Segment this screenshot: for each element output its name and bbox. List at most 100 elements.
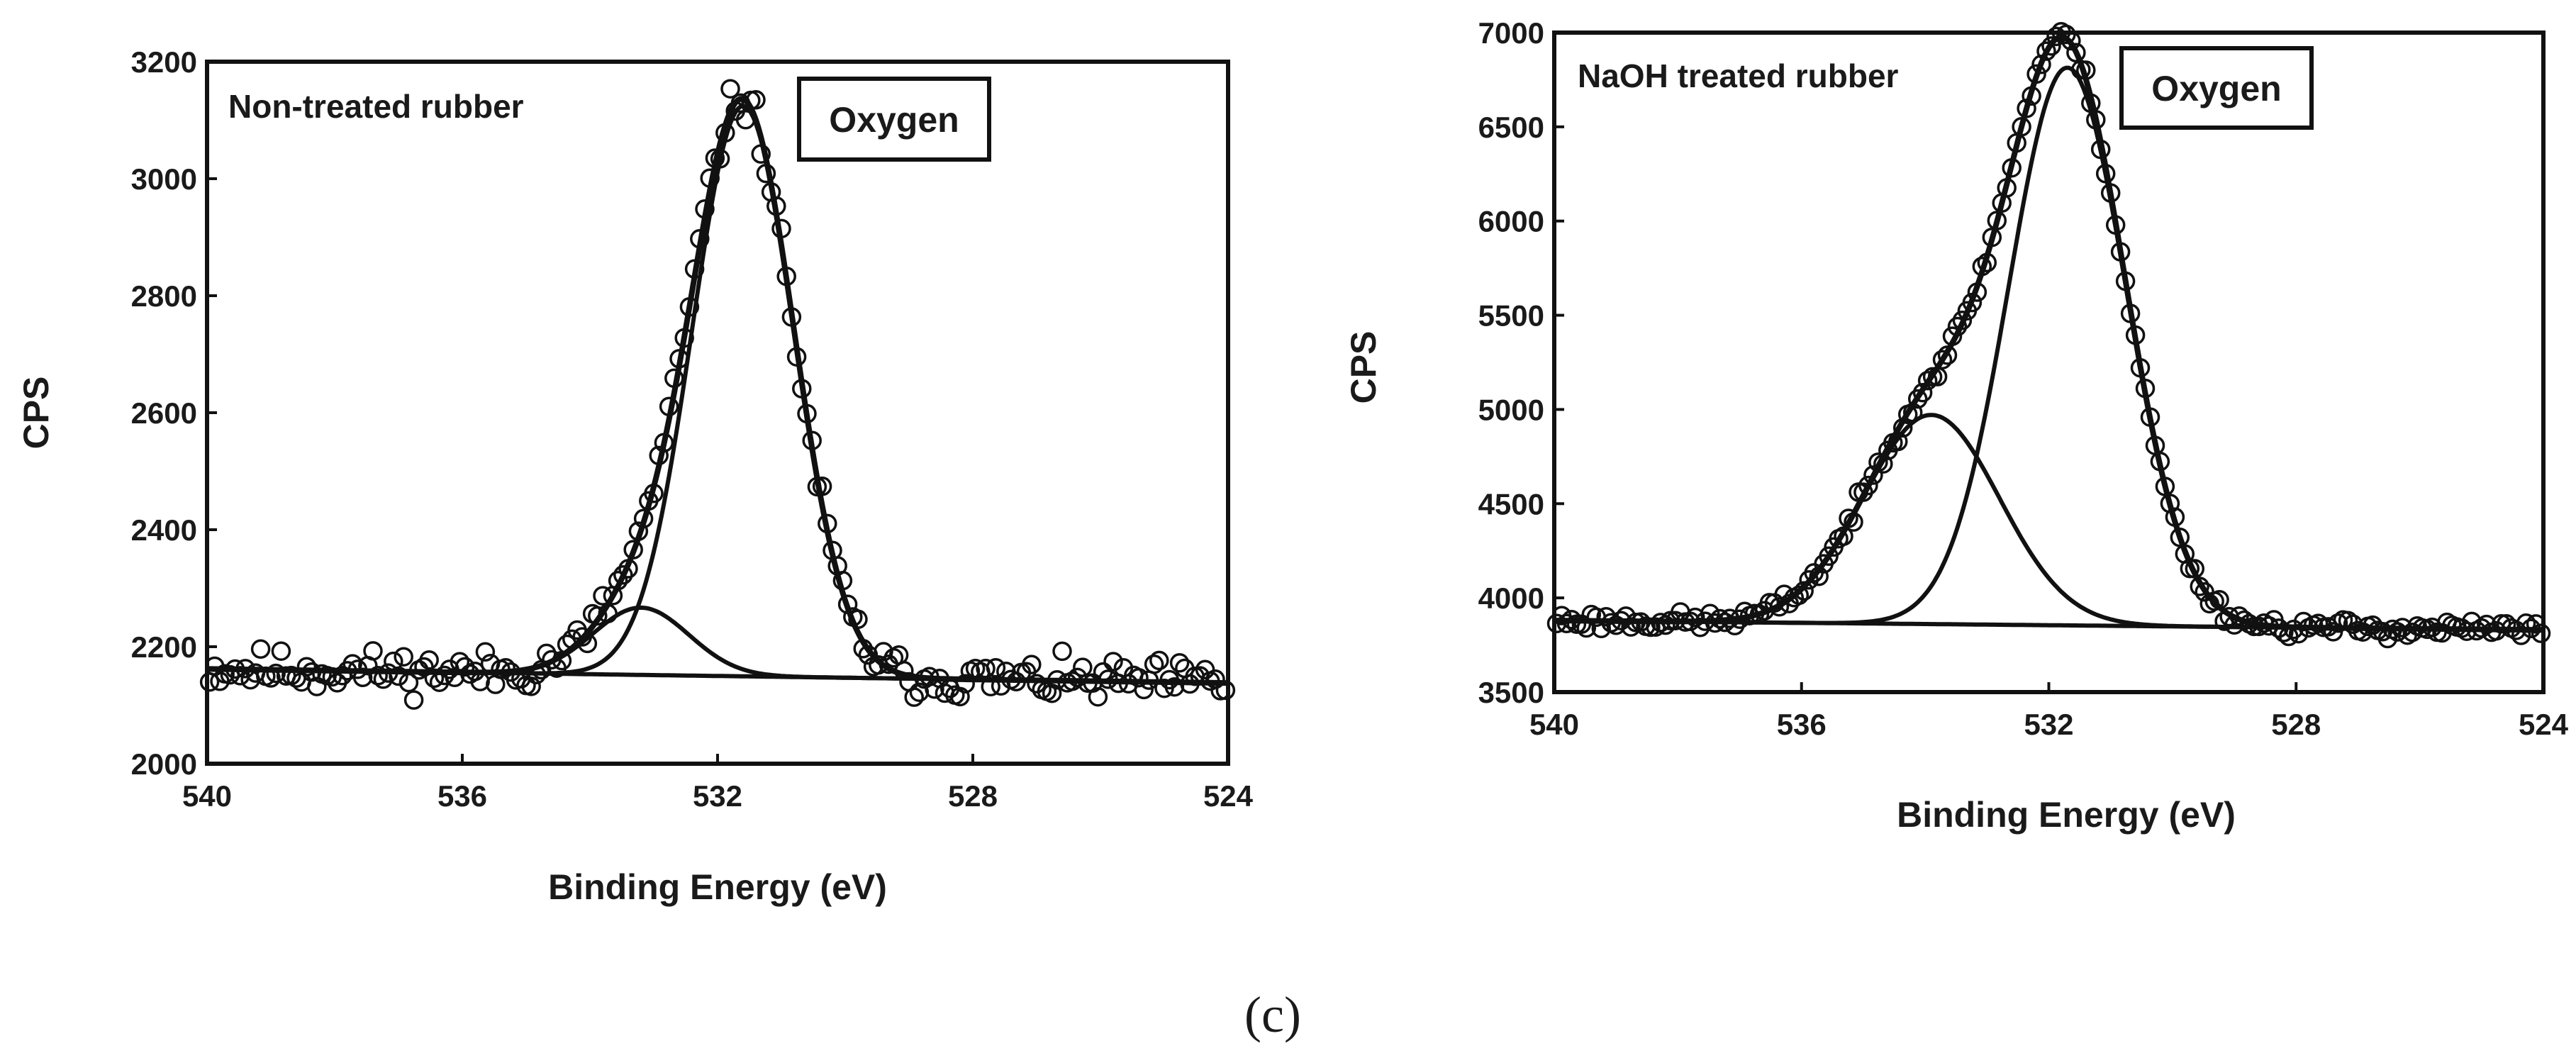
data-point — [521, 676, 541, 696]
data-point — [1149, 650, 1169, 671]
x-tick-label: 532 — [2024, 708, 2073, 741]
data-point — [394, 647, 413, 667]
x-tick-label: 532 — [693, 779, 742, 813]
peak-1-curve — [1554, 65, 2543, 633]
data-point — [1819, 546, 1839, 567]
data-point — [2531, 623, 2551, 643]
data-point — [1917, 370, 1938, 391]
data-point — [1042, 683, 1062, 703]
y-axis: 3500 4000 4500 5000 5500 6000 6500 7000 — [1478, 16, 1564, 709]
data-point — [1566, 614, 1587, 634]
x-tick-label: 540 — [1529, 708, 1579, 741]
peak-1-curve — [207, 104, 1228, 686]
y-tick-label: 3000 — [131, 162, 197, 196]
data-point — [2041, 36, 2061, 56]
x-axis: 540 536 532 528 524 — [182, 754, 1254, 813]
data-point — [1022, 655, 1042, 674]
y-tick-label: 6500 — [1478, 111, 1544, 144]
x-tick-label: 528 — [948, 779, 998, 813]
envelope-curve — [1554, 33, 2543, 633]
y-tick-label: 2600 — [131, 396, 197, 430]
data-point — [1907, 389, 1928, 409]
data-point — [2387, 622, 2407, 642]
data-point — [1205, 669, 1225, 689]
peak-2-curve — [1554, 413, 2543, 633]
x-tick-label: 536 — [437, 779, 487, 813]
envelope-curve — [207, 96, 1228, 686]
y-tick-label: 4000 — [1478, 581, 1544, 615]
data-point — [2066, 43, 2086, 63]
data-point — [389, 666, 408, 686]
y-tick-label: 4500 — [1478, 487, 1544, 520]
x-tick-label: 540 — [182, 779, 232, 813]
data-point — [363, 641, 383, 661]
data-point — [1144, 655, 1164, 674]
y-tick-label: 3200 — [131, 45, 197, 79]
y-tick-label: 2200 — [131, 630, 197, 664]
x-tick-label: 524 — [1203, 779, 1254, 813]
data-point — [419, 650, 439, 670]
y-tick-label: 6000 — [1478, 205, 1544, 238]
data-point — [1103, 652, 1123, 672]
chart-title: NaOH treated rubber — [1578, 57, 1899, 94]
chart-panel-naoh-treated: 540 536 532 528 524 3500 4000 4500 5000 5500 6000… — [1344, 16, 2569, 835]
y-tick-label: 2800 — [131, 279, 197, 313]
x-axis-label: Binding Energy (eV) — [1897, 795, 2236, 835]
legend-box — [2119, 46, 2314, 130]
data-point — [1052, 641, 1072, 662]
chart-panel-non-treated: 540 536 532 528 524 2000 2200 2400 2600 2800 3000… — [16, 45, 1254, 907]
y-tick-label: 2000 — [131, 747, 197, 781]
data-point — [368, 666, 388, 686]
y-axis: 2000 2200 2400 2600 2800 3000 3200 — [131, 45, 217, 781]
data-point — [1169, 653, 1190, 673]
data-point — [986, 658, 1006, 678]
data-point — [403, 690, 424, 710]
chart-title: Non-treated rubber — [228, 88, 524, 125]
data-point — [1932, 350, 1953, 369]
y-tick-label: 5500 — [1478, 299, 1544, 333]
y-tick-label: 3500 — [1478, 676, 1544, 709]
data-point — [955, 674, 975, 694]
data-point — [904, 687, 924, 707]
y-tick-label: 2400 — [131, 513, 197, 547]
data-point — [475, 642, 496, 662]
x-tick-label: 524 — [2519, 708, 2569, 741]
figure-caption: (c) — [1244, 986, 1301, 1043]
x-tick-label: 528 — [2271, 708, 2321, 741]
data-point — [1656, 615, 1675, 635]
data-point — [307, 676, 327, 696]
y-axis-label: CPS — [16, 377, 56, 450]
fit-curves — [207, 96, 1228, 686]
x-tick-label: 536 — [1777, 708, 1827, 741]
data-point — [2353, 622, 2373, 642]
legend-label: Oxygen — [2151, 69, 2281, 108]
data-point — [1858, 475, 1878, 496]
data-point — [613, 565, 633, 585]
data-point — [296, 657, 317, 676]
data-point — [1863, 465, 1883, 485]
data-points — [1546, 21, 2551, 649]
data-point — [271, 641, 291, 661]
plot-frame — [1552, 30, 2546, 694]
x-axis: 540 536 532 528 524 — [1529, 682, 2569, 741]
data-point — [435, 665, 455, 686]
data-point — [250, 639, 271, 659]
y-axis-label: CPS — [1344, 331, 1383, 404]
data-point — [1912, 382, 1933, 403]
fit-curves — [1554, 33, 2543, 633]
data-point — [496, 657, 515, 678]
data-point — [720, 79, 740, 99]
legend-label: Oxygen — [829, 100, 959, 140]
data-point — [1073, 657, 1093, 677]
data-point — [266, 663, 286, 684]
data-point — [2363, 615, 2383, 635]
x-axis-label: Binding Energy (eV) — [548, 867, 887, 907]
data-point — [950, 686, 970, 707]
legend-box — [797, 77, 991, 162]
y-tick-label: 7000 — [1478, 16, 1544, 50]
data-point — [2036, 41, 2056, 61]
y-tick-label: 5000 — [1478, 393, 1544, 426]
data-point — [1088, 686, 1108, 707]
data-point — [2308, 613, 2329, 633]
